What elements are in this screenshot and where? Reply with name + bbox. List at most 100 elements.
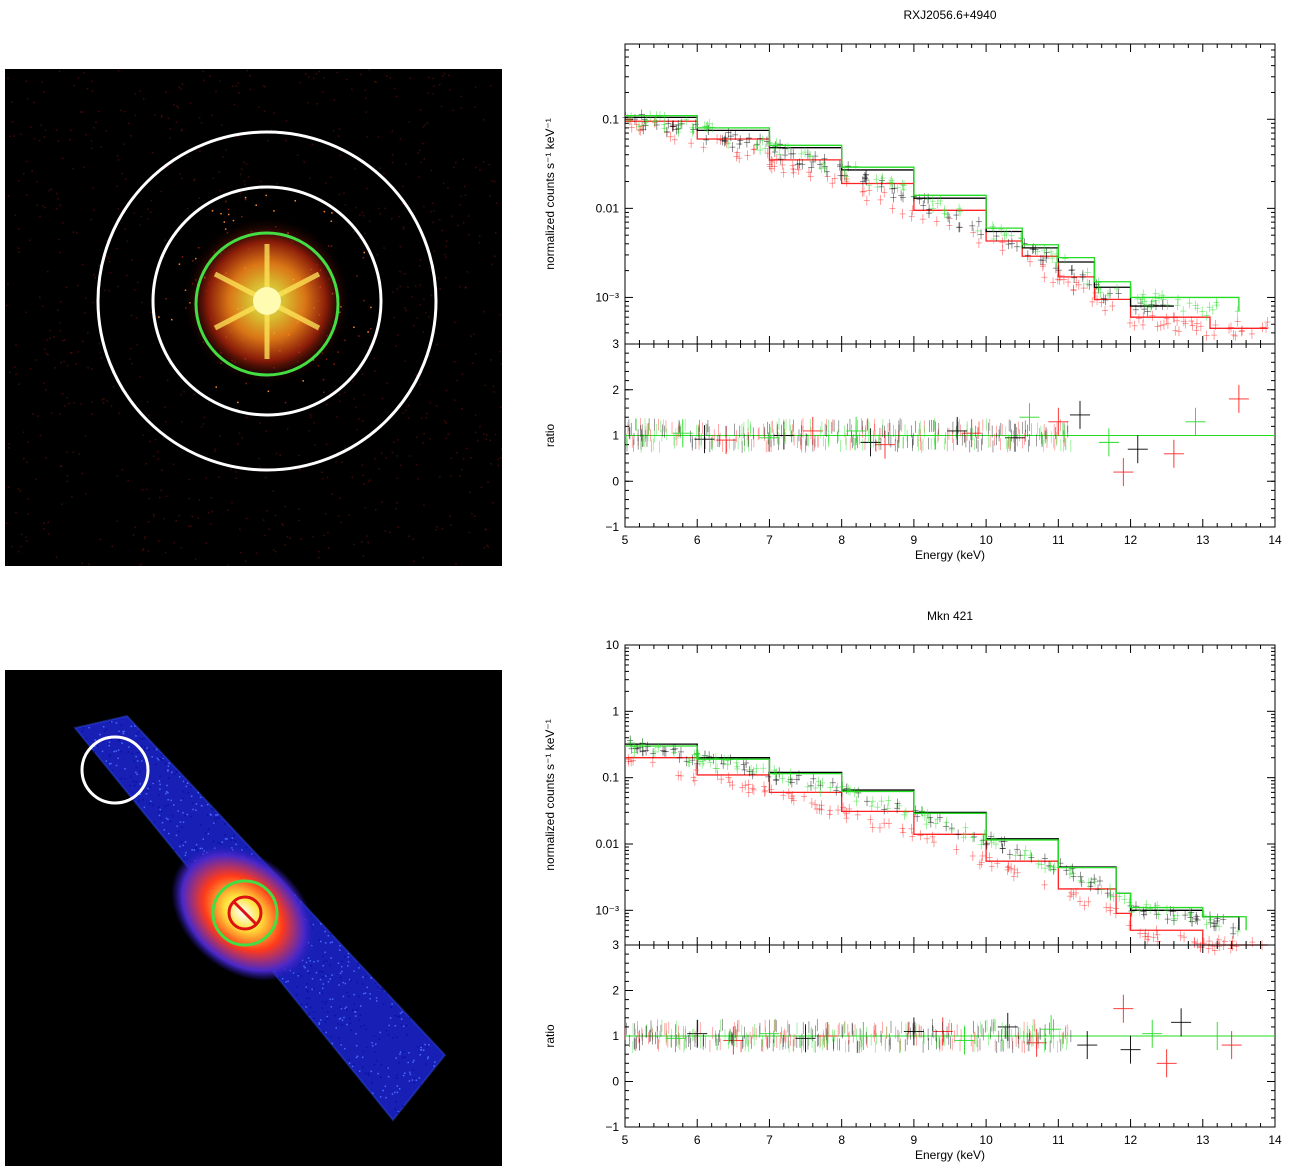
noise-dot [131,752,133,755]
noise-dot [318,1022,321,1024]
noise-dot [42,205,44,207]
noise-dot [139,783,142,785]
noise-dot [15,511,17,514]
noise-dot [432,93,434,95]
noise-dot [215,386,217,388]
noise-dot [330,220,333,222]
noise-dot [493,180,496,183]
noise-dot [212,840,215,843]
noise-dot [160,190,162,193]
noise-dot [331,974,333,976]
noise-dot [138,731,140,733]
noise-dot [169,137,171,139]
noise-dot [367,331,369,333]
noise-dot [318,1023,320,1025]
noise-dot [211,510,214,513]
noise-dot [321,471,323,474]
noise-dot [207,511,210,514]
noise-dot [94,739,97,741]
noise-dot [17,180,20,182]
noise-dot [117,207,119,210]
noise-dot [14,366,16,368]
noise-dot [338,515,340,517]
noise-dot [117,69,120,72]
noise-dot [319,1019,322,1021]
noise-dot [130,725,133,728]
noise-dot [324,942,327,944]
noise-dot [120,724,123,727]
noise-dot [358,335,360,337]
noise-dot [332,129,335,132]
noise-dot [133,760,135,762]
noise-dot [491,263,493,266]
noise-dot [71,495,73,498]
noise-dot [296,986,298,988]
noise-dot [303,965,305,968]
noise-dot [100,146,103,148]
noise-dot [158,794,160,796]
noise-dot [399,1012,402,1015]
noise-dot [485,528,487,531]
noise-dot [225,149,227,151]
noise-dot [164,805,166,807]
noise-dot [322,378,325,381]
noise-dot [212,177,215,179]
noise-dot [179,821,182,823]
noise-dot [321,971,324,973]
noise-dot [17,228,20,230]
noise-dot [362,256,365,259]
noise-dot [367,541,370,544]
noise-dot [404,1056,406,1058]
noise-dot [325,1000,328,1003]
noise-dot [147,787,149,790]
noise-dot [202,838,204,840]
noise-dot [379,213,382,215]
noise-dot [173,542,176,544]
noise-dot [237,443,239,445]
noise-dot [334,1014,336,1017]
noise-dot [246,416,248,419]
noise-dot [135,755,137,758]
noise-dot [344,339,346,342]
noise-dot [84,435,87,437]
noise-dot [340,1044,342,1046]
noise-dot [207,828,210,830]
noise-dot [263,86,266,88]
noise-dot [120,750,122,753]
noise-dot [389,1017,392,1019]
noise-dot [358,1070,361,1072]
noise-dot [136,760,139,762]
noise-dot [469,491,471,494]
noise-dot [191,802,194,804]
noise-dot [139,563,142,566]
noise-dot [230,839,233,841]
noise-dot [487,481,489,484]
noise-dot [331,1042,334,1045]
noise-dot [307,76,310,78]
noise-dot [413,324,415,327]
noise-dot [482,161,485,163]
noise-dot [115,764,118,767]
model-line [625,757,1268,946]
noise-dot [326,1018,329,1020]
noise-dot [198,499,201,501]
noise-dot [344,1007,346,1010]
noise-dot [60,465,63,468]
noise-dot [193,178,196,181]
noise-dot [420,161,422,164]
noise-dot [441,229,444,232]
y-tick-label: 10⁻³ [595,290,619,304]
noise-dot [394,1091,396,1094]
noise-dot [17,488,20,490]
noise-dot [359,214,361,216]
noise-dot [190,786,192,788]
noise-dot [70,129,72,131]
noise-dot [381,397,384,400]
noise-dot [133,784,136,787]
noise-dot [299,81,301,84]
noise-dot [362,474,364,477]
noise-dot [59,251,61,254]
noise-dot [206,803,209,806]
noise-dot [150,211,152,213]
y-tick-label: 0.01 [596,201,620,215]
